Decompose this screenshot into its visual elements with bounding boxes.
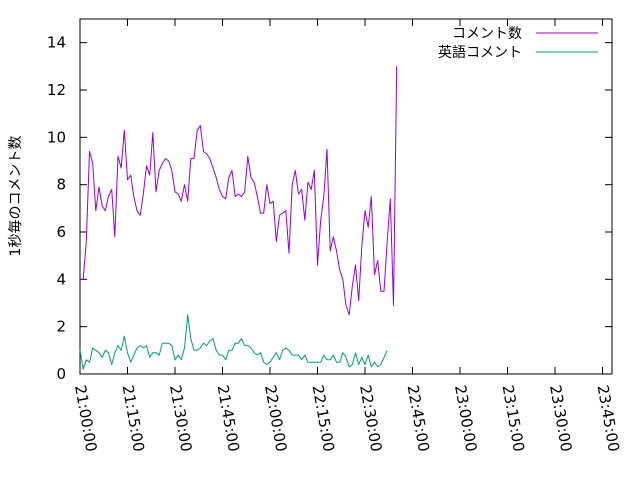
series-line-0 — [80, 66, 398, 316]
y-tick-label: 4 — [56, 270, 66, 288]
plot-border — [79, 18, 613, 375]
x-tick-label: 21:30:00 — [166, 384, 195, 453]
y-tick-label: 12 — [47, 81, 66, 99]
y-tick-label: 2 — [56, 318, 66, 336]
x-tick-label: 21:15:00 — [119, 384, 148, 453]
x-tick-label: 22:45:00 — [404, 384, 433, 453]
series-layer — [79, 66, 398, 370]
y-tick-label: 8 — [56, 176, 66, 194]
x-tick-label: 21:00:00 — [71, 384, 100, 453]
y-tick-label: 14 — [47, 34, 66, 52]
x-tick-label: 22:30:00 — [356, 384, 385, 453]
x-tick-label: 22:15:00 — [309, 384, 338, 453]
y-tick-label: 10 — [47, 128, 66, 146]
series-line-1 — [79, 314, 388, 370]
x-tick-label: 23:00:00 — [451, 384, 480, 453]
x-tick-label: 23:15:00 — [499, 384, 528, 453]
x-tick-label: 23:30:00 — [546, 384, 575, 453]
x-tick-label: 22:00:00 — [261, 384, 290, 453]
legend-label-0: コメント数 — [452, 26, 522, 42]
y-tick-label: 6 — [56, 223, 66, 241]
x-axis: 21:00:00 21:15:00 21:30:00 21:45:00 22:00:00… — [71, 19, 623, 453]
x-tick-label: 23:45:00 — [594, 384, 623, 453]
y-axis-title: 1秒毎のコメント数 — [8, 136, 24, 257]
legend-label-1: 英語コメント — [438, 44, 522, 61]
x-tick-label: 21:45:00 — [214, 384, 243, 453]
y-axis: 0 2 4 6 8 10 12 14 — [47, 34, 612, 383]
y-tick-label: 0 — [56, 365, 66, 383]
